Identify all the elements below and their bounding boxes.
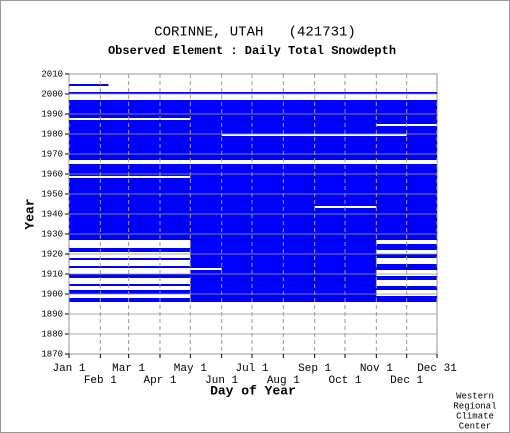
data-block bbox=[376, 244, 437, 250]
data-block bbox=[69, 266, 191, 268]
data-block bbox=[69, 248, 191, 252]
y-tick-label: 2000 bbox=[41, 89, 63, 99]
y-tick-label: 1960 bbox=[41, 169, 63, 179]
x-tick-label: Feb 1 bbox=[84, 375, 117, 387]
y-tick-label: 1920 bbox=[41, 249, 63, 259]
y-tick-label: 1940 bbox=[41, 209, 63, 219]
y-tick-label: 1870 bbox=[41, 349, 63, 359]
x-tick-label: Dec 1 bbox=[390, 375, 423, 387]
data-block bbox=[69, 274, 191, 278]
chart-title: CORINNE, UTAH (421731) bbox=[154, 25, 356, 41]
x-tick-label: Oct 1 bbox=[328, 375, 361, 387]
x-tick-label: Jul 1 bbox=[235, 363, 268, 375]
y-axis-label: Year bbox=[22, 198, 37, 229]
x-tick-label: Aug 1 bbox=[267, 375, 300, 387]
x-tick-label: Sep 1 bbox=[298, 363, 331, 375]
footer-line: Western bbox=[456, 391, 494, 401]
y-tick-label: 1890 bbox=[41, 309, 63, 319]
x-tick-label: Dec 31 bbox=[417, 363, 457, 375]
y-tick-label: 1910 bbox=[41, 269, 63, 279]
x-tick-label: May 1 bbox=[174, 363, 207, 375]
data-block bbox=[69, 284, 191, 286]
data-gap bbox=[69, 118, 191, 120]
data-block bbox=[69, 258, 191, 260]
x-tick-label: Nov 1 bbox=[360, 363, 393, 375]
y-tick-label: 1880 bbox=[41, 329, 63, 339]
data-gap bbox=[69, 160, 437, 164]
data-block bbox=[69, 100, 437, 240]
data-gap bbox=[221, 134, 407, 136]
y-tick-label: 1930 bbox=[41, 229, 63, 239]
x-tick-label: Apr 1 bbox=[143, 375, 176, 387]
data-gap bbox=[69, 176, 191, 178]
y-tick-label: 1970 bbox=[41, 149, 63, 159]
y-tick-label: 1900 bbox=[41, 289, 63, 299]
x-tick-label: Jan 1 bbox=[52, 363, 85, 375]
data-gap bbox=[190, 268, 222, 270]
y-tick-label: 1990 bbox=[41, 109, 63, 119]
data-block bbox=[69, 298, 191, 302]
footer-line: Climate bbox=[456, 411, 494, 421]
data-block bbox=[69, 84, 109, 86]
x-tick-label: Jun 1 bbox=[205, 375, 238, 387]
chart-subtitle: Observed Element : Daily Total Snowdepth bbox=[108, 44, 396, 58]
x-axis-label: Day of Year bbox=[210, 383, 296, 398]
x-tick-label: Mar 1 bbox=[112, 363, 145, 375]
y-tick-label: 1980 bbox=[41, 129, 63, 139]
data-gap bbox=[314, 206, 377, 208]
data-block bbox=[69, 92, 437, 94]
y-tick-label: 2010 bbox=[41, 69, 63, 79]
footer-line: Center bbox=[459, 421, 491, 431]
data-block bbox=[69, 290, 191, 294]
footer-line: Regional bbox=[453, 401, 496, 411]
y-tick-label: 1950 bbox=[41, 189, 63, 199]
